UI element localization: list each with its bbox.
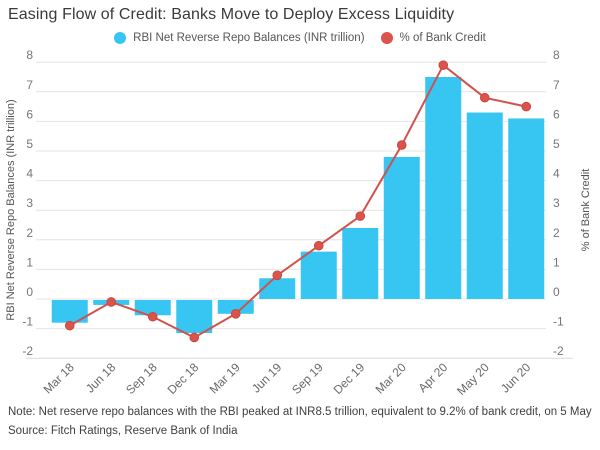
- x-tick-label: Jun 18: [83, 360, 119, 396]
- line-point-jun-18: [106, 297, 117, 307]
- line-point-dec-18: [189, 332, 200, 343]
- bar-may-20: [466, 112, 503, 299]
- bar-dec-19: [342, 227, 379, 299]
- legend-item-repo-balances: RBI Net Reverse Repo Balances (INR trill…: [114, 32, 365, 44]
- right-y-tick-label: 2: [553, 226, 560, 240]
- line-point-sep-18: [147, 311, 158, 322]
- bar-dec-18: [176, 300, 213, 334]
- legend-swatch-bar-icon: [114, 32, 127, 44]
- legend-label-bank-credit: % of Bank Credit: [399, 32, 486, 44]
- chart-legend: RBI Net Reverse Repo Balances (INR trill…: [0, 32, 600, 44]
- bar-jun-20: [508, 118, 545, 299]
- pct-bank-credit-line: [69, 64, 527, 339]
- bar-sep-19: [300, 251, 337, 299]
- chart-source: Source: Fitch Ratings, Reserve Bank of I…: [8, 424, 238, 437]
- bar-mar-20: [383, 156, 420, 299]
- left-y-tick-label: 4: [26, 167, 33, 181]
- x-tick-label: Sep 19: [289, 360, 326, 397]
- x-tick-label: Sep 18: [123, 360, 160, 397]
- right-y-tick-label: 4: [553, 167, 560, 181]
- x-tick-label: Mar 19: [207, 360, 244, 397]
- left-y-tick-label: 6: [26, 107, 33, 121]
- right-y-tick-label: 1: [553, 255, 560, 269]
- right-y-tick-label: 8: [553, 50, 560, 62]
- x-tick-label: Apr 20: [415, 360, 450, 395]
- bar-sep-18: [134, 300, 171, 316]
- line-point-mar-18: [64, 320, 75, 331]
- left-y-tick-label: 1: [26, 255, 33, 269]
- x-tick-label: Dec 18: [165, 360, 202, 397]
- right-y-tick-label: 7: [553, 78, 560, 92]
- left-y-tick-label: 0: [26, 285, 33, 299]
- x-tick-label: Dec 19: [331, 360, 368, 397]
- left-y-tick-label: 5: [26, 137, 33, 151]
- line-point-jun-19: [272, 270, 283, 281]
- x-tick-label: Jun 19: [249, 360, 285, 396]
- bar-mar-18: [51, 300, 88, 323]
- legend-item-bank-credit: % of Bank Credit: [380, 32, 486, 44]
- line-point-mar-20: [396, 140, 407, 150]
- x-tick-label: May 20: [454, 360, 492, 398]
- chart-title: Easing Flow of Credit: Banks Move to Dep…: [8, 6, 455, 23]
- right-y-tick-label: -1: [553, 315, 564, 329]
- bar-apr-20: [425, 77, 462, 299]
- left-y-tick-label: 2: [26, 226, 33, 240]
- left-y-tick-label: -2: [22, 344, 33, 358]
- bar-jun-19: [259, 278, 296, 299]
- chart-footnotes: Note: Net reserve repo balances with the…: [8, 403, 592, 441]
- line-point-may-20: [479, 92, 490, 103]
- right-y-tick-label: 0: [553, 285, 560, 299]
- left-axis-title: RBI Net Reverse Repo Balances (INR trill…: [5, 99, 17, 320]
- right-axis-title: % of Bank Credit: [580, 169, 592, 252]
- right-y-tick-label: -2: [553, 344, 564, 358]
- line-point-jun-20: [521, 101, 532, 112]
- line-point-dec-19: [355, 211, 366, 221]
- left-y-tick-label: 7: [26, 78, 33, 92]
- left-y-tick-label: 8: [26, 50, 33, 62]
- legend-swatch-line-icon: [380, 32, 393, 44]
- bar-mar-19: [217, 300, 254, 314]
- right-y-tick-label: 6: [553, 107, 560, 121]
- x-tick-label: Mar 20: [373, 360, 410, 397]
- legend-label-repo-balances: RBI Net Reverse Repo Balances (INR trill…: [133, 32, 365, 44]
- x-tick-label: Mar 18: [41, 360, 78, 397]
- x-tick-label: Jun 20: [498, 360, 534, 396]
- left-y-tick-label: -1: [22, 315, 33, 329]
- right-y-tick-label: 3: [553, 196, 560, 210]
- left-y-tick-label: 3: [26, 196, 33, 210]
- right-y-tick-label: 5: [553, 137, 560, 151]
- line-point-apr-20: [438, 60, 449, 70]
- chart-note: Note: Net reserve repo balances with the…: [8, 406, 592, 418]
- line-point-sep-19: [313, 240, 324, 251]
- line-point-mar-19: [230, 309, 241, 319]
